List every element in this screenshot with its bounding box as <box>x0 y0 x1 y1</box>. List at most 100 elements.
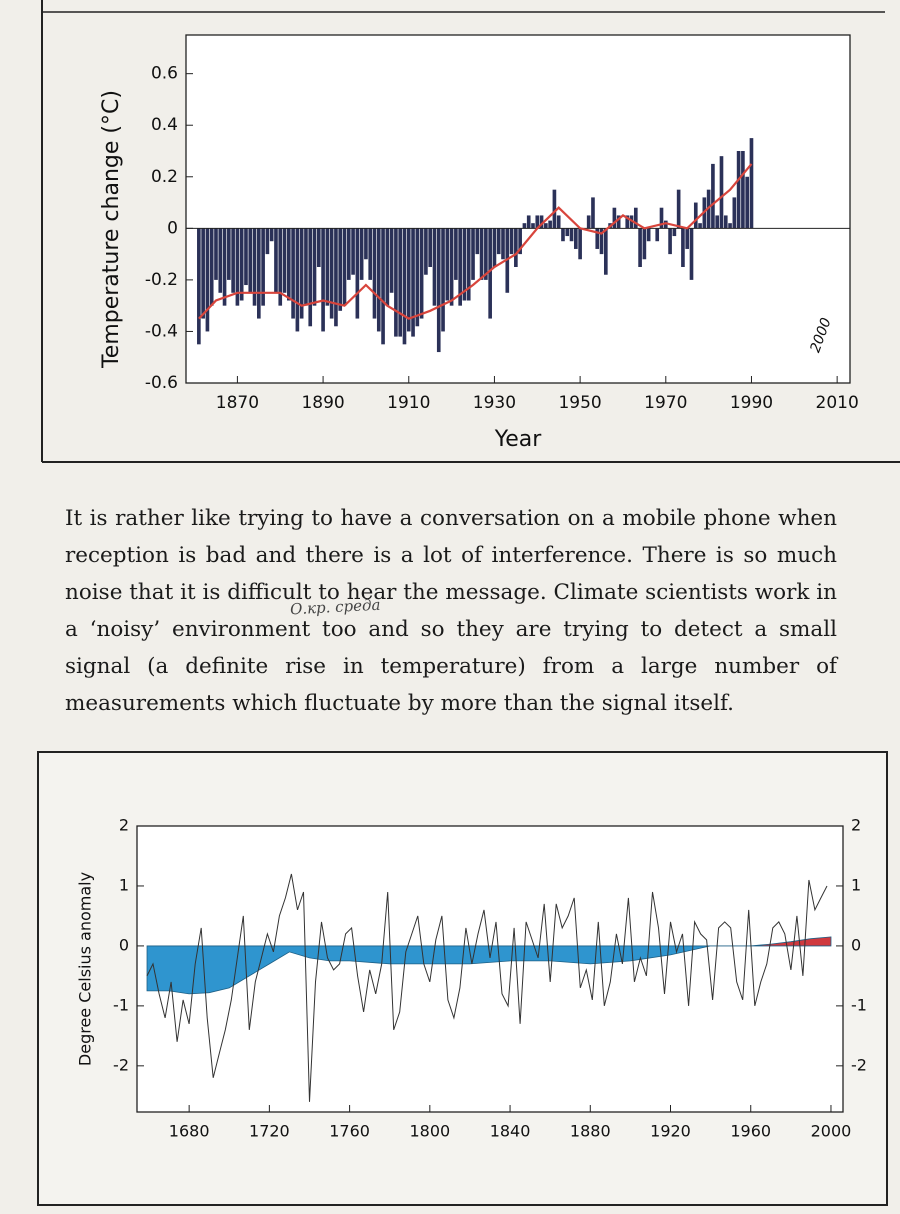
bar <box>633 207 638 229</box>
body-text: It is rather like trying to have a conve… <box>65 506 837 716</box>
y-tick-label: -0.6 <box>145 373 178 393</box>
bar <box>736 151 741 229</box>
bar <box>676 189 681 229</box>
x-tick-label: 1990 <box>730 393 773 413</box>
y-tick-label: -0.4 <box>145 321 178 341</box>
bar <box>291 228 295 319</box>
x-tick-label: 1760 <box>329 1122 370 1141</box>
bar <box>522 223 527 229</box>
bar <box>329 228 334 319</box>
x-tick-label: 1890 <box>301 393 344 413</box>
bar <box>711 163 715 229</box>
bar <box>394 228 398 337</box>
y-tick-label: 0.2 <box>151 167 178 187</box>
bar <box>235 228 240 306</box>
bar <box>441 228 445 332</box>
bar <box>222 228 227 306</box>
bar <box>715 215 720 229</box>
bar <box>531 223 535 229</box>
bar <box>488 228 492 319</box>
bar <box>556 215 561 229</box>
bar <box>316 228 321 267</box>
bar <box>719 156 724 229</box>
bar <box>479 228 484 280</box>
bar <box>308 228 313 327</box>
y-tick-label: 0.4 <box>151 115 178 135</box>
bar <box>492 228 497 267</box>
bar <box>364 228 368 260</box>
bar <box>368 228 373 280</box>
bar <box>663 220 668 229</box>
bar <box>321 228 325 332</box>
bar <box>419 228 424 319</box>
bar <box>578 228 582 260</box>
bar <box>209 228 214 306</box>
bar <box>231 228 235 293</box>
annual-line <box>146 873 828 1102</box>
bar <box>381 228 385 345</box>
bar <box>342 228 347 306</box>
bar <box>466 228 471 301</box>
bar <box>745 176 750 229</box>
x-tick-label: 1960 <box>730 1122 771 1141</box>
x-tick-label: 2000 <box>811 1122 852 1141</box>
bar <box>561 228 565 242</box>
y2-tick-label: -2 <box>851 1055 867 1074</box>
bar <box>304 228 308 306</box>
bar <box>197 228 201 345</box>
bar <box>681 228 685 267</box>
bar <box>218 228 223 293</box>
bar <box>295 228 300 332</box>
bar <box>376 228 381 332</box>
bar <box>638 228 642 267</box>
bar <box>445 228 450 301</box>
bar <box>539 215 544 229</box>
bar <box>411 228 415 337</box>
x-tick-label: 1950 <box>558 393 601 413</box>
bar <box>359 228 364 280</box>
bar <box>685 228 690 249</box>
bar <box>655 228 660 242</box>
y2-tick-label: -1 <box>851 995 867 1014</box>
y-tick-label: 0 <box>119 935 129 954</box>
bar <box>338 228 343 311</box>
bar <box>693 202 698 229</box>
bar <box>282 228 287 293</box>
bar <box>603 228 608 275</box>
bar <box>355 228 360 319</box>
bar <box>428 228 433 267</box>
bar <box>248 228 253 293</box>
bar <box>484 228 488 280</box>
bar <box>227 228 231 280</box>
bar <box>741 151 745 229</box>
bar <box>436 228 441 353</box>
bar <box>286 228 291 301</box>
x-tick-label: 1970 <box>644 393 687 413</box>
x-tick-label: 2010 <box>816 393 859 413</box>
bar <box>668 228 672 255</box>
bar <box>629 215 634 229</box>
bar <box>723 215 728 229</box>
bar <box>462 228 467 301</box>
bar <box>501 228 505 260</box>
bar <box>385 228 390 306</box>
bar <box>595 228 600 249</box>
bar <box>565 228 570 237</box>
y-axis-label: Degree Celsius anomaly <box>76 872 95 1066</box>
y-tick-label: -1 <box>113 995 129 1014</box>
bar <box>334 228 338 327</box>
bar <box>535 215 540 229</box>
bar <box>269 228 274 242</box>
smoothed-band <box>750 936 832 947</box>
bar <box>646 228 651 242</box>
bar <box>548 220 552 229</box>
bar <box>471 228 475 280</box>
bar <box>299 228 304 319</box>
y2-tick-label: 2 <box>851 816 861 835</box>
bar <box>616 215 621 229</box>
bar <box>552 189 557 229</box>
bar <box>599 228 604 255</box>
bar <box>518 228 522 255</box>
bar <box>505 228 510 293</box>
